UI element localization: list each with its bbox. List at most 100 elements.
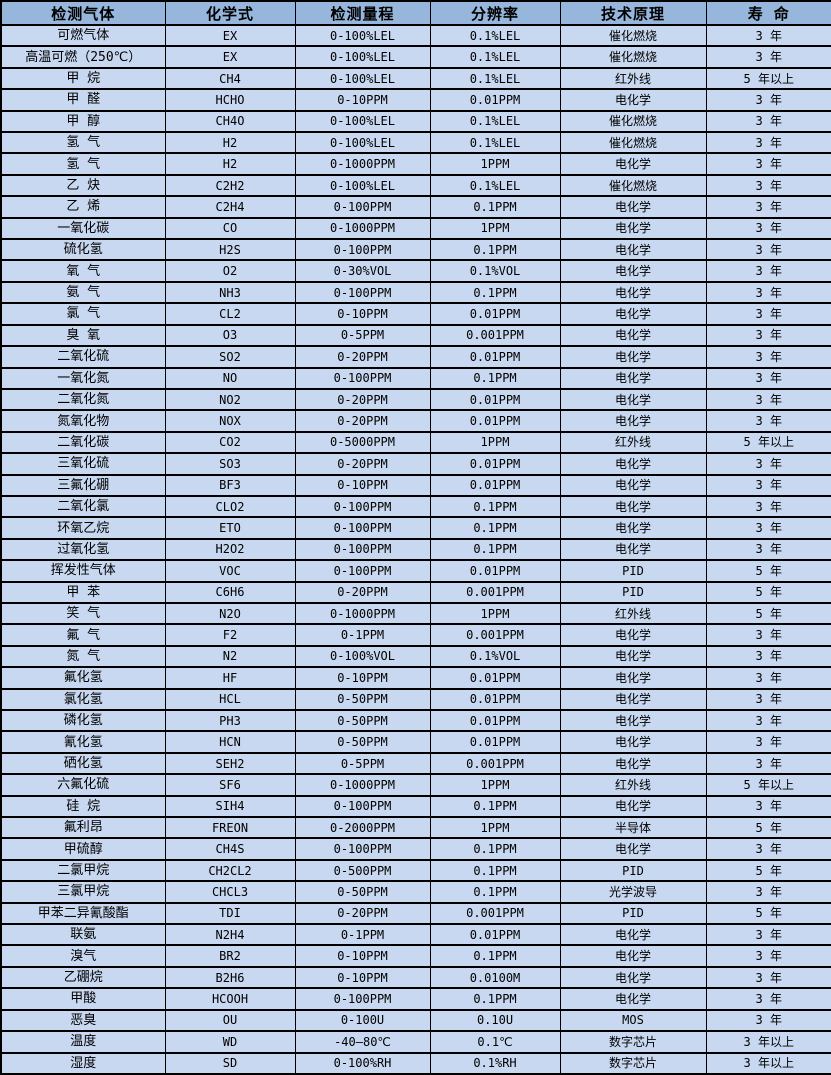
chemical-formula-cell: C2H2 xyxy=(164,173,296,198)
gas-name-cell: 甲 苯 xyxy=(0,580,166,604)
resolution-cell: 0.1%LEL xyxy=(429,23,561,48)
gas-name-cell: 三氟化硼 xyxy=(0,473,166,497)
technology-principle-cell: 电化学 xyxy=(559,345,707,369)
lifespan-cell: 3 年 xyxy=(705,238,831,262)
table-row: 氟利昂 FREON 0-2000PPM 1PPM 半导体 5 年 xyxy=(0,816,831,840)
resolution-cell: 0.1%LEL xyxy=(429,173,561,198)
gas-name-cell: 氯化氢 xyxy=(0,687,166,712)
table-row: 乙 烯 C2H4 0-100PPM 0.1PPM 电化学 3 年 xyxy=(0,195,831,219)
resolution-cell: 0.01PPM xyxy=(429,302,561,326)
table-row: 硒化氢 SEH2 0-5PPM 0.001PPM 电化学 3 年 xyxy=(0,751,831,776)
lifespan-cell: 3 年 xyxy=(705,259,831,283)
detection-range-cell: 0-50PPM xyxy=(294,687,431,712)
detection-range-cell: 0-100%LEL xyxy=(294,45,431,69)
technology-principle-cell: 催化燃烧 xyxy=(559,131,707,155)
detection-range-cell: 0-5000PPM xyxy=(294,430,431,455)
technology-principle-cell: 电化学 xyxy=(559,730,707,754)
detection-range-cell: 0-20PPM xyxy=(294,452,431,476)
chemical-formula-cell: WD xyxy=(164,1030,296,1054)
chemical-formula-cell: EX xyxy=(164,23,296,48)
table-row: 甲 烷 CH4 0-100%LEL 0.1%LEL 红外线 5 年以上 xyxy=(0,66,831,91)
detection-range-cell: 0-100PPM xyxy=(294,494,431,519)
detection-range-cell: 0-1PPM xyxy=(294,923,431,947)
chemical-formula-cell: HCL xyxy=(164,687,296,712)
chemical-formula-cell: SD xyxy=(164,1051,296,1075)
header-detection-range: 检测量程 xyxy=(294,0,431,26)
resolution-cell: 0.001PPM xyxy=(429,901,561,926)
spec-table-body: 可燃气体 EX 0-100%LEL 0.1%LEL 催化燃烧 3 年高温可燃（250℃） E… xyxy=(0,23,831,1075)
resolution-cell: 0.10U xyxy=(429,1008,561,1033)
technology-principle-cell: 红外线 xyxy=(559,773,707,797)
resolution-cell: 0.01PPM xyxy=(429,473,561,497)
detection-range-cell: 0-50PPM xyxy=(294,880,431,904)
table-row: 氢 气 H2 0-1000PPM 1PPM 电化学 3 年 xyxy=(0,152,831,176)
gas-name-cell: 三氧化硫 xyxy=(0,452,166,476)
lifespan-cell: 3 年 xyxy=(705,751,831,776)
technology-principle-cell: 电化学 xyxy=(559,216,707,241)
detection-range-cell: 0-100PPM xyxy=(294,280,431,305)
detection-range-cell: 0-100PPM xyxy=(294,366,431,390)
lifespan-cell: 3 年 xyxy=(705,537,831,562)
lifespan-cell: 5 年 xyxy=(705,816,831,840)
lifespan-cell: 5 年 xyxy=(705,901,831,926)
resolution-cell: 0.1℃ xyxy=(429,1030,561,1054)
detection-range-cell: 0-20PPM xyxy=(294,901,431,926)
resolution-cell: 0.01PPM xyxy=(429,88,561,112)
technology-principle-cell: 电化学 xyxy=(559,195,707,219)
gas-name-cell: 甲 醇 xyxy=(0,109,166,134)
gas-name-cell: 二氯甲烷 xyxy=(0,858,166,883)
gas-name-cell: 磷化氢 xyxy=(0,708,166,733)
chemical-formula-cell: CO2 xyxy=(164,430,296,455)
chemical-formula-cell: CH4 xyxy=(164,66,296,91)
lifespan-cell: 3 年 xyxy=(705,195,831,219)
lifespan-cell: 3 年 xyxy=(705,644,831,669)
resolution-cell: 0.1%LEL xyxy=(429,45,561,69)
lifespan-cell: 5 年以上 xyxy=(705,66,831,91)
table-row: 过氧化氢 H2O2 0-100PPM 0.1PPM 电化学 3 年 xyxy=(0,537,831,562)
technology-principle-cell: 电化学 xyxy=(559,259,707,283)
detection-range-cell: 0-5PPM xyxy=(294,751,431,776)
resolution-cell: 0.1%LEL xyxy=(429,109,561,134)
gas-name-cell: 氟 气 xyxy=(0,623,166,647)
table-row: 甲苯二异氰酸酯 TDI 0-20PPM 0.001PPM PID 5 年 xyxy=(0,901,831,926)
resolution-cell: 0.1%LEL xyxy=(429,131,561,155)
detection-range-cell: 0-10PPM xyxy=(294,88,431,112)
header-row: 检测气体 化学式 检测量程 分辨率 技术原理 寿 命 xyxy=(0,0,831,26)
table-row: 二氧化氯 CLO2 0-100PPM 0.1PPM 电化学 3 年 xyxy=(0,494,831,519)
detection-range-cell: 0-100U xyxy=(294,1008,431,1033)
technology-principle-cell: 红外线 xyxy=(559,601,707,626)
detection-range-cell: 0-10PPM xyxy=(294,302,431,326)
chemical-formula-cell: TDI xyxy=(164,901,296,926)
gas-name-cell: 氯 气 xyxy=(0,302,166,326)
technology-principle-cell: 电化学 xyxy=(559,923,707,947)
table-row: 氮氧化物 NOX 0-20PPM 0.01PPM 电化学 3 年 xyxy=(0,409,831,433)
detection-range-cell: 0-1000PPM xyxy=(294,773,431,797)
chemical-formula-cell: BR2 xyxy=(164,944,296,968)
chemical-formula-cell: C2H4 xyxy=(164,195,296,219)
gas-name-cell: 溴气 xyxy=(0,944,166,968)
technology-principle-cell: PID xyxy=(559,559,707,583)
detection-range-cell: 0-100PPM xyxy=(294,987,431,1011)
technology-principle-cell: 半导体 xyxy=(559,816,707,840)
lifespan-cell: 3 年 xyxy=(705,387,831,412)
table-row: 联氨 N2H4 0-1PPM 0.01PPM 电化学 3 年 xyxy=(0,923,831,947)
chemical-formula-cell: H2 xyxy=(164,152,296,176)
chemical-formula-cell: SO3 xyxy=(164,452,296,476)
resolution-cell: 1PPM xyxy=(429,430,561,455)
header-resolution: 分辨率 xyxy=(429,0,561,26)
header-chemical-formula: 化学式 xyxy=(164,0,296,26)
technology-principle-cell: 电化学 xyxy=(559,409,707,433)
detection-range-cell: 0-10PPM xyxy=(294,666,431,690)
table-row: 恶臭 OU 0-100U 0.10U MOS 3 年 xyxy=(0,1008,831,1033)
table-row: 环氧乙烷 ETO 0-100PPM 0.1PPM 电化学 3 年 xyxy=(0,516,831,540)
table-row: 三氧化硫 SO3 0-20PPM 0.01PPM 电化学 3 年 xyxy=(0,452,831,476)
table-row: 二氧化碳 CO2 0-5000PPM 1PPM 红外线 5 年以上 xyxy=(0,430,831,455)
lifespan-cell: 5 年 xyxy=(705,601,831,626)
resolution-cell: 0.01PPM xyxy=(429,409,561,433)
chemical-formula-cell: NO xyxy=(164,366,296,390)
table-row: 氟 气 F2 0-1PPM 0.001PPM 电化学 3 年 xyxy=(0,623,831,647)
resolution-cell: 0.1PPM xyxy=(429,837,561,861)
lifespan-cell: 3 年 xyxy=(705,708,831,733)
resolution-cell: 0.1%LEL xyxy=(429,66,561,91)
gas-name-cell: 硫化氢 xyxy=(0,238,166,262)
